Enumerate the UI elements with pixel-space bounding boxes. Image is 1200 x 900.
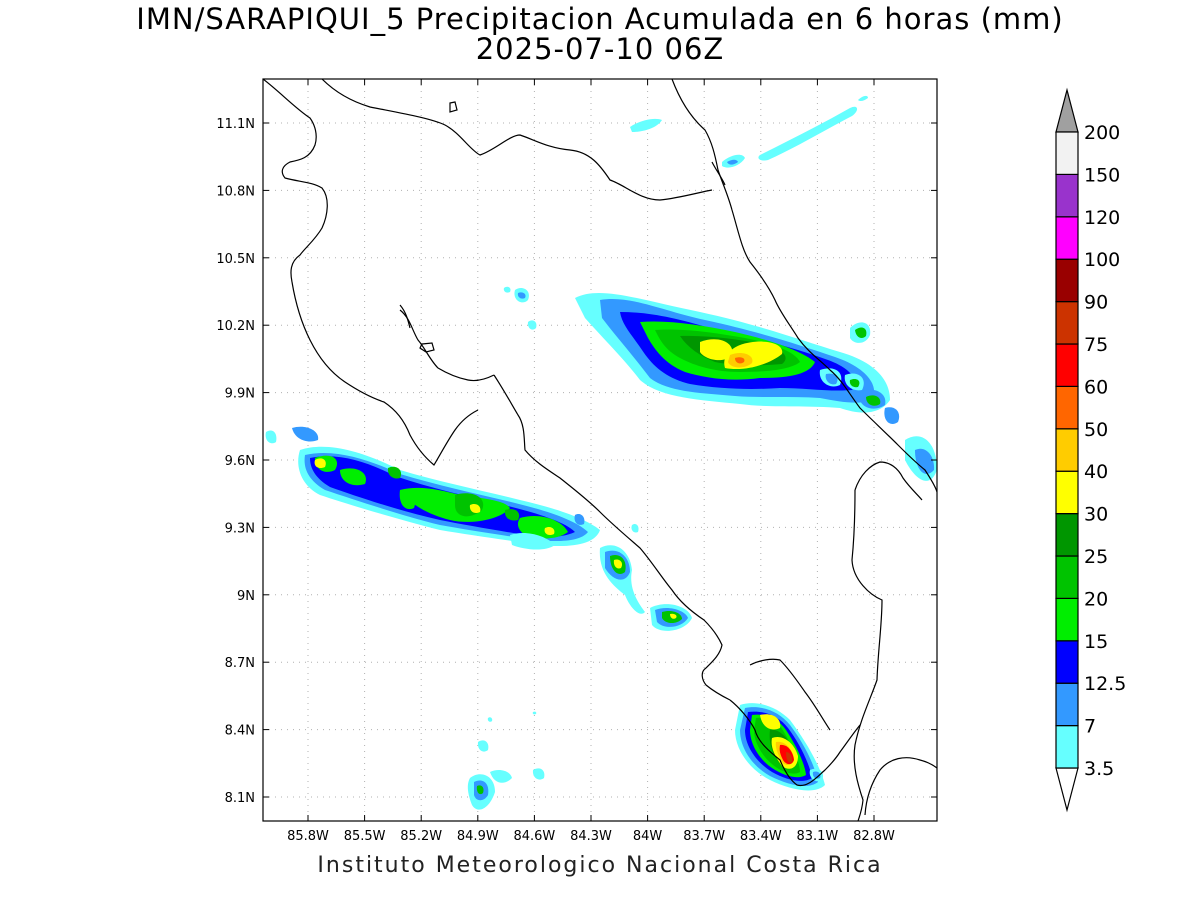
colorbar-swatch xyxy=(1055,216,1079,260)
colorbar-label: 60 xyxy=(1084,376,1108,398)
lat-tick-label: 10.2N xyxy=(216,319,255,334)
colorbar-swatch xyxy=(1055,258,1079,303)
footer-credit: Instituto Meteorologico Nacional Costa R… xyxy=(317,853,883,878)
colorbar-swatch xyxy=(1055,470,1079,515)
panama-north-coast xyxy=(854,461,923,501)
precip-cell-caribbean xyxy=(575,292,937,481)
colorbar-label: 150 xyxy=(1084,164,1120,186)
colorbar-label: 50 xyxy=(1084,419,1108,441)
colorbar-high-arrow xyxy=(1055,87,1079,133)
nicaragua-border xyxy=(321,79,713,201)
colorbar-swatch xyxy=(1055,724,1079,769)
lon-tick-label: 83.1W xyxy=(796,829,838,844)
colorbar-label: 12.5 xyxy=(1084,673,1126,695)
grid-lines xyxy=(263,79,937,821)
lat-tick-label: 8.4N xyxy=(225,724,255,739)
precip-cell-pacific xyxy=(265,426,692,631)
colorbar-label: 90 xyxy=(1084,292,1108,314)
lat-tick-label: 10.5N xyxy=(216,252,255,267)
map-title: IMN/SARAPIQUI_5 Precipitacion Acumulada … xyxy=(136,2,1064,36)
colorbar-swatch xyxy=(1055,301,1079,345)
colorbar-swatch xyxy=(1055,555,1079,600)
lake-island xyxy=(449,101,458,113)
lon-tick-label: 84.6W xyxy=(513,829,555,844)
lat-tick-label: 11.1N xyxy=(216,117,255,132)
map-axes: 85.8W 85.5W 85.2W 84.9W 84.6W 84.3W 84W 83.7W 83… xyxy=(216,79,937,844)
precip-fields xyxy=(265,95,937,810)
panama-border xyxy=(851,489,883,821)
colorbar-label: 120 xyxy=(1084,207,1120,229)
lon-tick-label: 84W xyxy=(633,829,663,844)
colorbar-swatch xyxy=(1055,597,1079,642)
colorbar-label: 30 xyxy=(1084,504,1108,526)
lat-tick-label: 9.3N xyxy=(225,521,255,536)
colorbar-low-arrow xyxy=(1055,767,1079,813)
lon-tick-label: 85.8W xyxy=(287,829,329,844)
nicaragua-coast-north xyxy=(263,79,328,283)
lon-tick-label: 83.4W xyxy=(740,829,782,844)
colorbar-swatch xyxy=(1055,173,1079,218)
gulf-nicoya-island xyxy=(419,342,435,353)
lat-tick-label: 9N xyxy=(237,589,255,604)
lat-tick-label: 9.9N xyxy=(225,387,255,402)
colorbar-label: 15 xyxy=(1084,631,1108,653)
pacific-coast-south xyxy=(493,374,731,701)
colorbar-legend: 3.5 7 12.5 15 20 25 30 40 50 60 75 90 100 120 150 200 xyxy=(1055,87,1126,813)
precip-cells-southwest xyxy=(467,711,545,810)
golfo-dulce xyxy=(749,658,831,731)
lon-tick-label: 85.2W xyxy=(400,829,442,844)
colorbar-label: 3.5 xyxy=(1084,758,1114,780)
colorbar-swatch xyxy=(1055,640,1079,684)
lat-tick-label: 8.7N xyxy=(225,656,255,671)
gulf-nicoya xyxy=(399,309,495,382)
colorbar-swatch xyxy=(1055,682,1079,727)
map-frame xyxy=(262,78,938,822)
colorbar-swatch xyxy=(1055,131,1079,176)
colorbar-swatch xyxy=(1055,385,1079,430)
colorbar-label: 100 xyxy=(1084,249,1120,271)
colorbar-swatch xyxy=(1055,343,1079,388)
lon-tick-label: 85.5W xyxy=(344,829,386,844)
colorbar-label: 40 xyxy=(1084,461,1108,483)
colorbar-label: 25 xyxy=(1084,546,1108,568)
colorbar-label: 20 xyxy=(1084,588,1108,610)
lon-tick-label: 84.3W xyxy=(570,829,612,844)
lon-tick-label: 82.8W xyxy=(853,829,895,844)
colorbar-label: 200 xyxy=(1084,122,1120,144)
caribbean-coast-north xyxy=(671,79,937,493)
colorbar-label: 7 xyxy=(1084,716,1096,738)
nicoya-coast xyxy=(291,281,479,466)
lon-tick-label: 83.7W xyxy=(683,829,725,844)
nicoya-inlet xyxy=(399,304,411,329)
lat-tick-label: 8.1N xyxy=(225,791,255,806)
caribbean-coast-inner xyxy=(711,161,726,186)
map-timestamp: 2025-07-10 06Z xyxy=(475,32,725,66)
panama-coast xyxy=(864,757,937,816)
lat-tick-label: 10.8N xyxy=(216,184,255,199)
osa-peninsula xyxy=(729,699,861,787)
coastlines-borders xyxy=(263,79,937,821)
colorbar-swatch xyxy=(1055,428,1079,472)
colorbar-label: 75 xyxy=(1084,334,1108,356)
lat-tick-label: 9.6N xyxy=(225,454,255,469)
lon-tick-label: 84.9W xyxy=(457,829,499,844)
colorbar-swatch xyxy=(1055,512,1079,557)
precip-cell-south xyxy=(735,703,825,791)
precip-streaks-north xyxy=(503,95,868,330)
